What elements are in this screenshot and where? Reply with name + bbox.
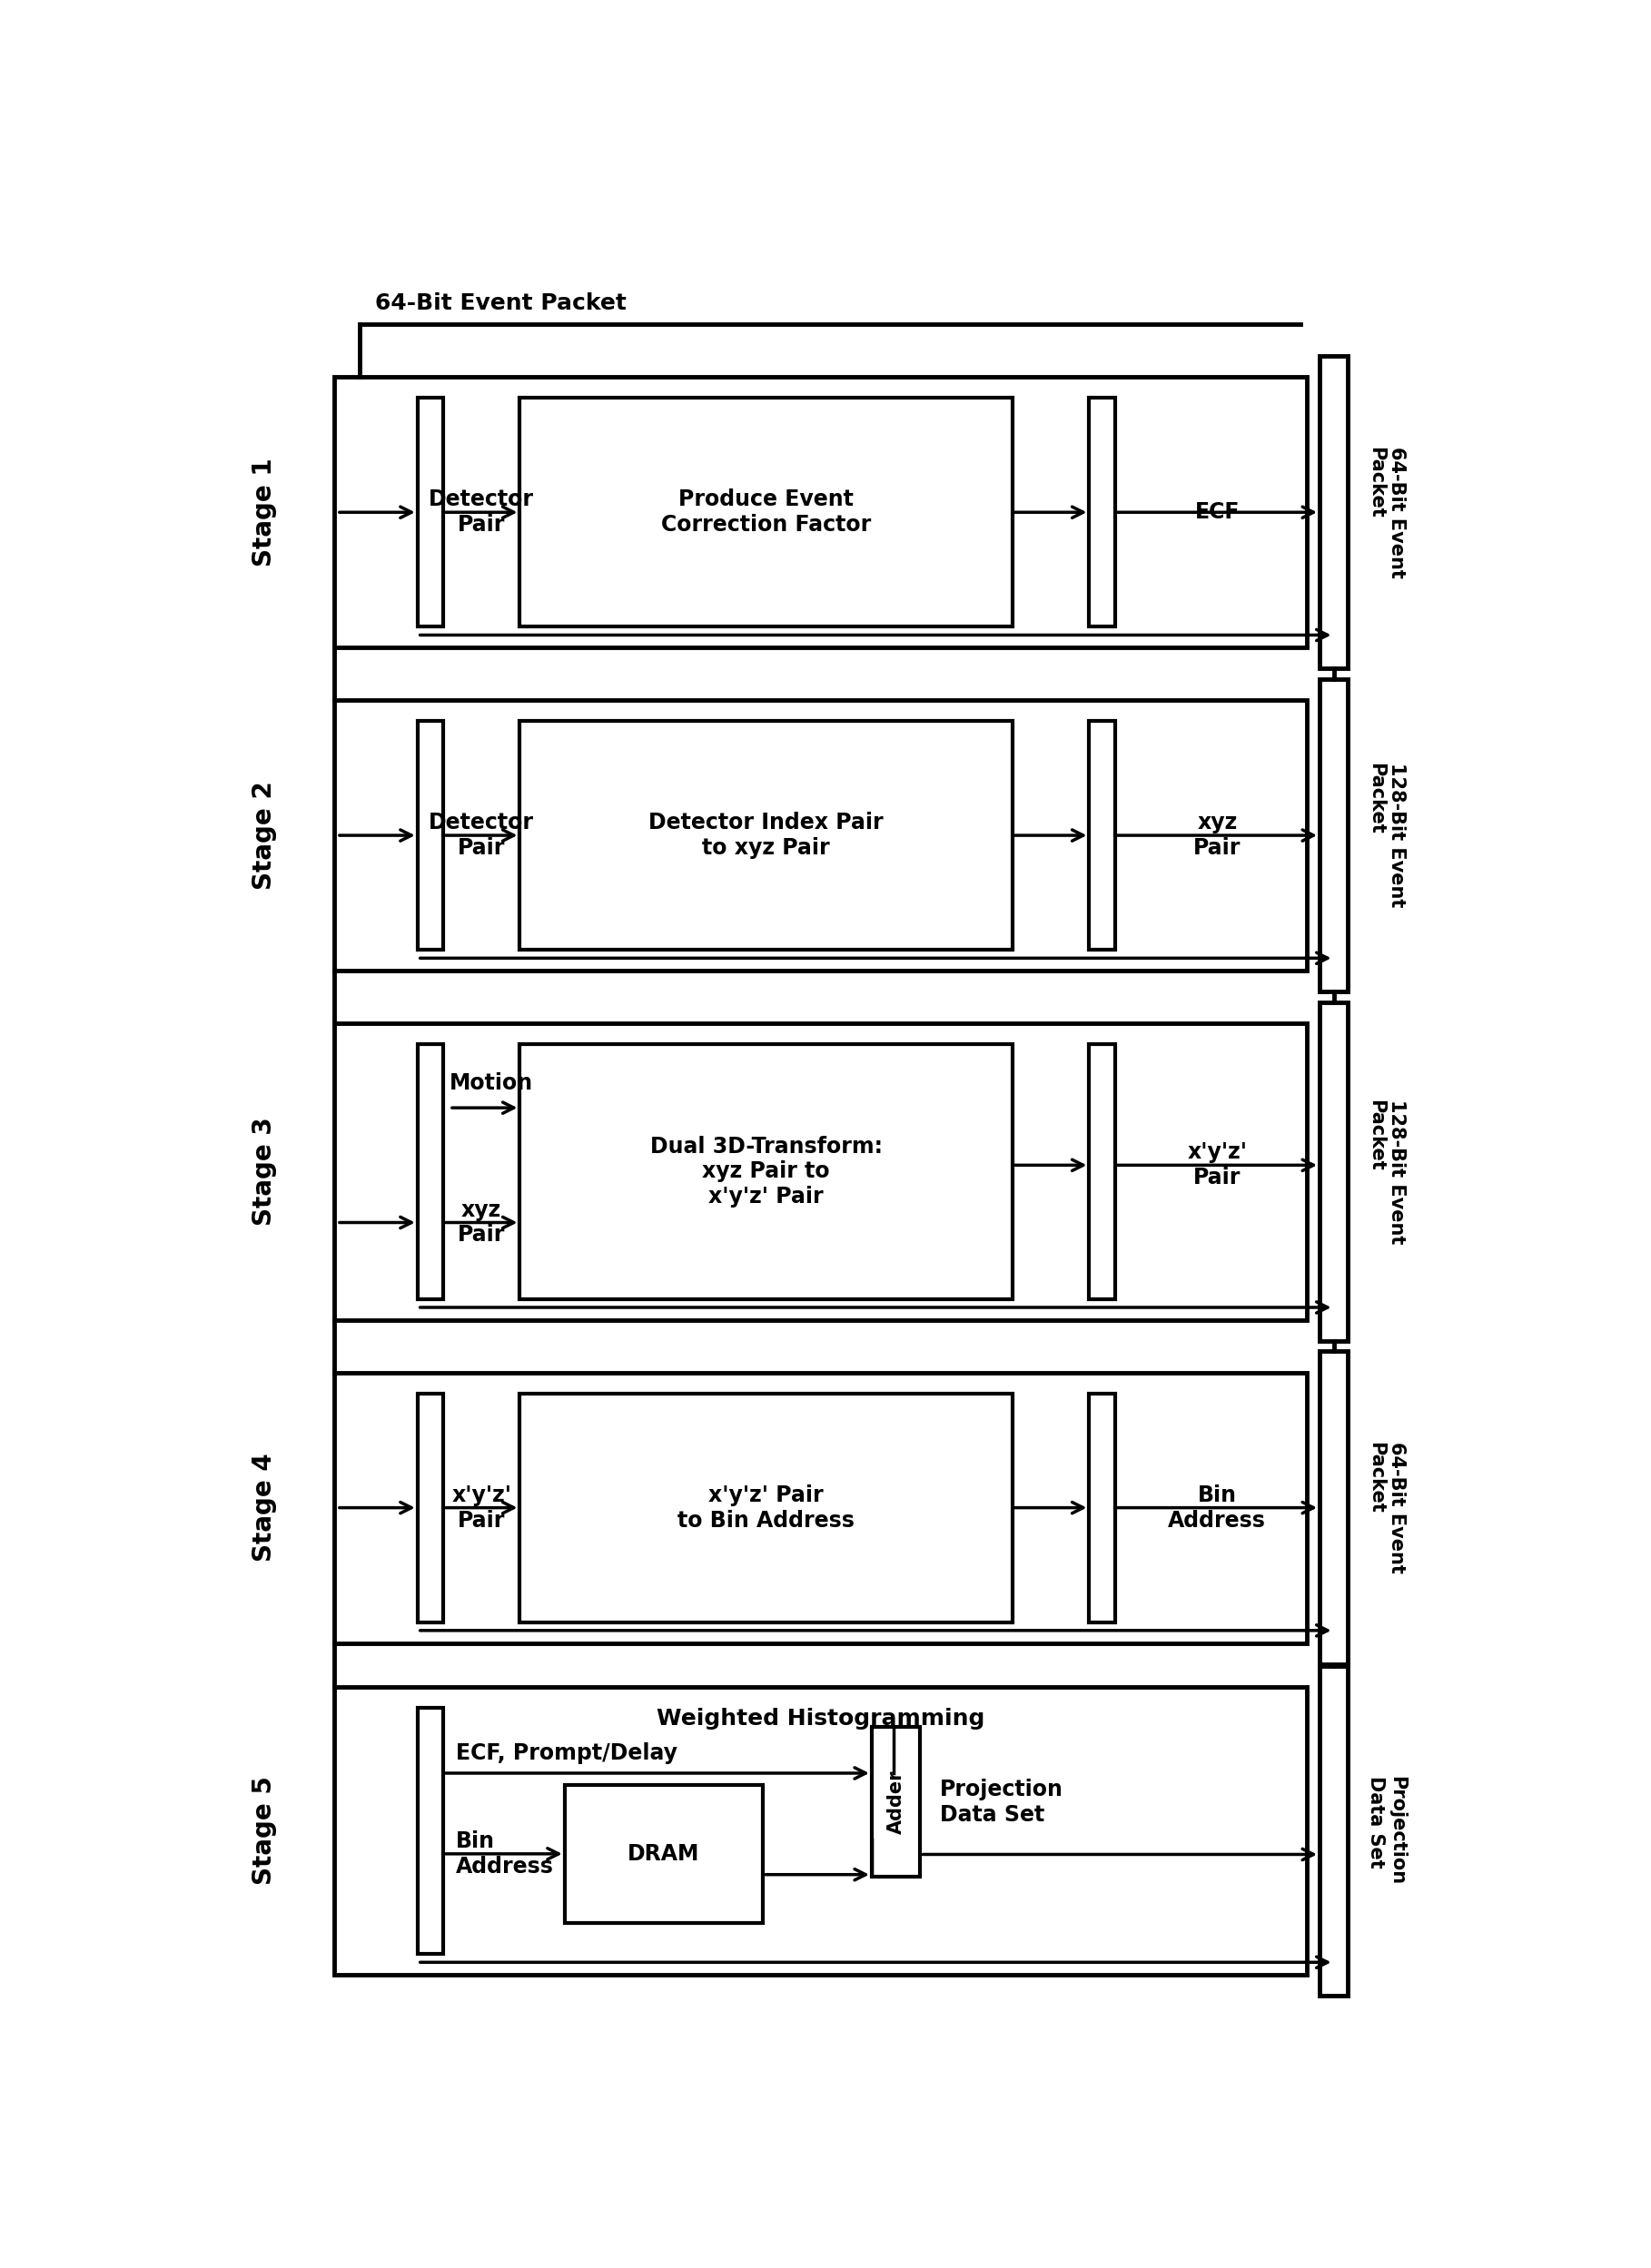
Bar xyxy=(520,397,1012,626)
Text: Dual 3D-Transform:
xyz Pair to
x'y'z' Pair: Dual 3D-Transform: xyz Pair to x'y'z' Pa… xyxy=(650,1136,882,1207)
Bar xyxy=(418,397,442,626)
Text: xyz
Pair: xyz Pair xyxy=(1194,812,1242,860)
Text: Adder: Adder xyxy=(887,1769,905,1835)
Bar xyxy=(1319,1002,1347,1340)
Text: Detector
Pair: Detector Pair xyxy=(429,812,535,860)
Text: Stage 5: Stage 5 xyxy=(251,1776,277,1885)
Bar xyxy=(1090,397,1114,626)
Text: Stage 3: Stage 3 xyxy=(251,1118,277,1227)
Bar xyxy=(418,1043,442,1300)
Bar xyxy=(1319,678,1347,991)
Text: Weighted Histogramming: Weighted Histogramming xyxy=(657,1708,984,1730)
Text: Produce Event
Correction Factor: Produce Event Correction Factor xyxy=(660,490,872,535)
Text: Projection
Data Set: Projection Data Set xyxy=(1367,1776,1407,1885)
Text: ECF: ECF xyxy=(1195,501,1240,524)
Bar xyxy=(872,1726,920,1878)
Text: x'y'z' Pair
to Bin Address: x'y'z' Pair to Bin Address xyxy=(677,1483,855,1531)
Text: 64-Bit Event Packet: 64-Bit Event Packet xyxy=(375,293,627,313)
Text: Detector
Pair: Detector Pair xyxy=(429,490,535,535)
Bar xyxy=(1319,356,1347,669)
Bar xyxy=(1090,1043,1114,1300)
Text: Stage 2: Stage 2 xyxy=(251,780,277,889)
Bar xyxy=(1319,1352,1347,1665)
Bar xyxy=(334,376,1308,649)
Text: xyz
Pair: xyz Pair xyxy=(457,1200,505,1245)
Bar xyxy=(520,1043,1012,1300)
Bar xyxy=(418,1393,442,1622)
Text: 64-Bit Event
Packet: 64-Bit Event Packet xyxy=(1367,1442,1407,1574)
Bar xyxy=(520,1393,1012,1622)
Text: Stage 4: Stage 4 xyxy=(251,1454,277,1563)
Bar xyxy=(334,1687,1308,1975)
Bar xyxy=(1090,1393,1114,1622)
Bar xyxy=(334,1372,1308,1642)
Text: DRAM: DRAM xyxy=(627,1844,700,1864)
Text: x'y'z'
Pair: x'y'z' Pair xyxy=(1187,1141,1247,1188)
Bar xyxy=(418,721,442,950)
Text: 128-Bit Event
Packet: 128-Bit Event Packet xyxy=(1367,762,1407,907)
Bar xyxy=(418,1708,442,1955)
Text: Stage 1: Stage 1 xyxy=(251,458,277,567)
Text: Detector Index Pair
to xyz Pair: Detector Index Pair to xyz Pair xyxy=(649,812,883,860)
Text: x'y'z'
Pair: x'y'z' Pair xyxy=(451,1483,512,1531)
Text: 128-Bit Event
Packet: 128-Bit Event Packet xyxy=(1367,1100,1407,1243)
Bar xyxy=(1090,721,1114,950)
Text: Bin
Address: Bin Address xyxy=(456,1830,553,1878)
Bar xyxy=(334,1023,1308,1320)
Text: Bin
Address: Bin Address xyxy=(1169,1483,1266,1531)
Text: ECF, Prompt/Delay: ECF, Prompt/Delay xyxy=(456,1742,677,1765)
Bar xyxy=(520,721,1012,950)
Bar xyxy=(565,1785,763,1923)
Text: Motion: Motion xyxy=(449,1073,533,1093)
Text: 64-Bit Event
Packet: 64-Bit Event Packet xyxy=(1367,447,1407,578)
Bar xyxy=(1319,1665,1347,1996)
Bar xyxy=(334,701,1308,971)
Text: Projection
Data Set: Projection Data Set xyxy=(939,1778,1063,1826)
